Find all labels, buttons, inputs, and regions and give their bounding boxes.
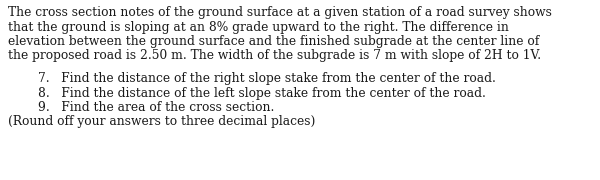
Text: 8.   Find the distance of the left slope stake from the center of the road.: 8. Find the distance of the left slope s… bbox=[38, 87, 486, 100]
Text: 9.   Find the area of the cross section.: 9. Find the area of the cross section. bbox=[38, 101, 274, 114]
Text: (Round off your answers to three decimal places): (Round off your answers to three decimal… bbox=[8, 116, 316, 129]
Text: the proposed road is 2.50 m. The width of the subgrade is 7 m with slope of 2H t: the proposed road is 2.50 m. The width o… bbox=[8, 50, 541, 62]
Text: elevation between the ground surface and the finished subgrade at the center lin: elevation between the ground surface and… bbox=[8, 35, 539, 48]
Text: 7.   Find the distance of the right slope stake from the center of the road.: 7. Find the distance of the right slope … bbox=[38, 72, 496, 85]
Text: that the ground is sloping at an 8% grade upward to the right. The difference in: that the ground is sloping at an 8% grad… bbox=[8, 21, 509, 33]
Text: The cross section notes of the ground surface at a given station of a road surve: The cross section notes of the ground su… bbox=[8, 6, 552, 19]
